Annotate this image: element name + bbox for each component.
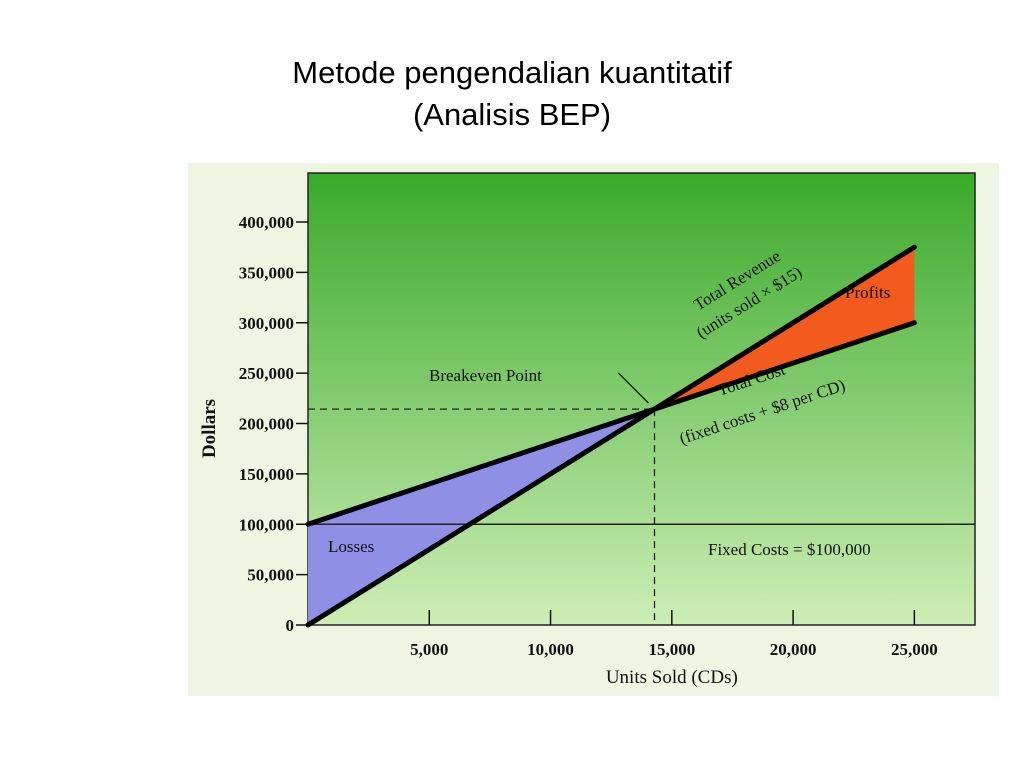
y-tick-label: 200,000 — [239, 415, 294, 434]
x-tick-label: 25,000 — [891, 640, 938, 659]
slide-title-line2: (Analisis BEP) — [412, 97, 612, 132]
y-axis-label: Dollars — [199, 399, 220, 458]
fixed-costs-label: Fixed Costs = $100,000 — [708, 540, 871, 559]
bep-chart: 0 50,000 100,000 150,000 200,000 250,000 300,0… — [188, 163, 999, 696]
slide-title: Metode pengendalian kuantitatif (Analisi… — [0, 52, 1024, 136]
total-cost-line — [305, 320, 917, 527]
y-tick-label: 50,000 — [247, 566, 294, 585]
profits-label: Profits — [845, 283, 890, 302]
y-tick-label: 100,000 — [239, 515, 294, 534]
x-tick-label: 5,000 — [410, 640, 448, 659]
x-axis-label: Units Sold (CDs) — [606, 667, 738, 688]
breakeven-pointer — [618, 372, 649, 404]
chart-svg: 0 50,000 100,000 150,000 200,000 250,000 300,0… — [188, 163, 999, 696]
x-axis: 5,000 10,000 15,000 20,000 25,000 — [410, 610, 938, 659]
y-tick-label: 150,000 — [239, 465, 294, 484]
losses-label: Losses — [328, 537, 374, 556]
y-axis: 0 50,000 100,000 150,000 200,000 250,000 300,0… — [239, 213, 308, 635]
y-tick-label: 0 — [286, 616, 295, 635]
y-tick-label: 250,000 — [239, 364, 294, 383]
series-lines — [305, 244, 975, 628]
breakeven-point-label: Breakeven Point — [429, 366, 542, 385]
x-tick-label: 20,000 — [770, 640, 817, 659]
y-tick-label: 350,000 — [239, 263, 294, 282]
y-tick-label: 400,000 — [239, 213, 294, 232]
y-tick-label: 300,000 — [239, 314, 294, 333]
x-tick-label: 10,000 — [527, 640, 574, 659]
total-revenue-line — [305, 244, 917, 628]
slide-title-line1: Metode pengendalian kuantitatif — [292, 55, 732, 90]
x-tick-label: 15,000 — [648, 640, 695, 659]
